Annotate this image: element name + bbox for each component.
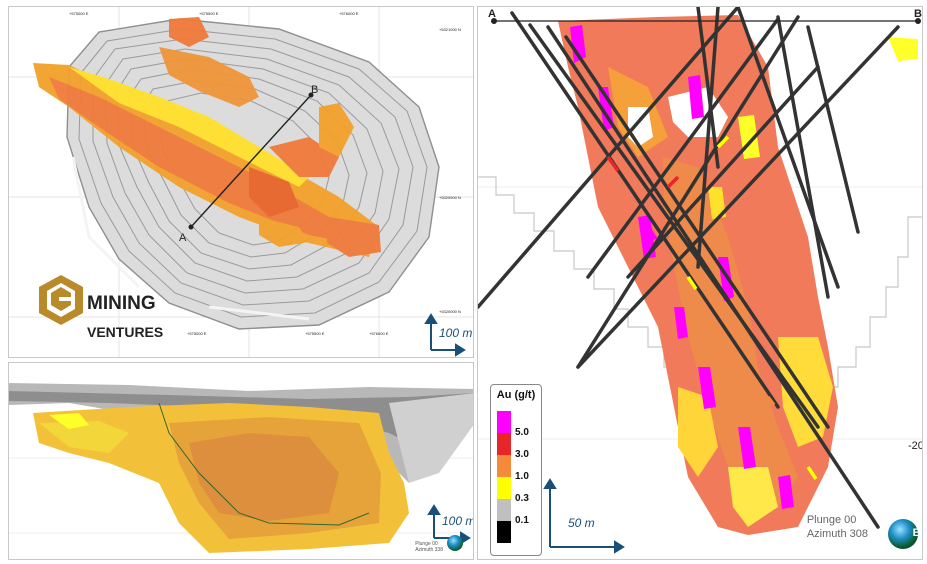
section-line-ab [188, 92, 314, 230]
coord-right-1: +5321000 N [439, 27, 461, 32]
section-azimuth: Azimuth 308 [806, 528, 868, 540]
globe-icon: E [888, 519, 920, 549]
section-scale-arrow [543, 478, 625, 554]
orebody-long [33, 403, 409, 553]
legend-label-3: 3.0 [515, 449, 529, 460]
cross-section-view: A B -20 50 m [478, 7, 923, 554]
legend-swatch-yellow [497, 477, 511, 499]
legend-label-01: 0.1 [515, 515, 529, 526]
section-plunge-caption: Plunge 00 Azimuth 308 [807, 513, 868, 541]
legend-swatch-grey [497, 499, 511, 521]
elevation-tick: -20 [908, 440, 923, 452]
cross-section-panel: A B -20 50 m Au (g/t) 5.0 3.0 1.0 0.3 0.… [477, 6, 923, 560]
logo-line1: MINING [87, 293, 156, 314]
drill-assays [606, 135, 818, 480]
section-plunge: Plunge 00 [806, 514, 857, 526]
globe-letter: E [912, 527, 920, 539]
legend-swatch-magenta [497, 411, 511, 433]
coord-top-3: +576000 E [339, 11, 359, 16]
drill-holes [478, 7, 900, 529]
plan-label-b: B [311, 84, 318, 96]
orebody-plan [33, 17, 381, 257]
section-label-a: A [488, 8, 496, 20]
plan-scale-label: 100 m [439, 326, 472, 340]
long-section-panel: 100 m Plunge 00 Azimuth 338 [8, 362, 474, 560]
long-plunge: Plunge 00 [415, 541, 438, 547]
legend-label-03: 0.3 [515, 493, 529, 504]
coord-right-3: +5320000 N [439, 309, 461, 314]
plan-view-panel: A B +575000 E +575500 E +576000 E +53210… [8, 6, 474, 358]
section-scale-label: 50 m [568, 516, 595, 530]
coord-top-1: +575000 E [69, 11, 89, 16]
north-arrow-icon [424, 313, 466, 357]
globe-icon [447, 535, 463, 551]
long-scale-label: 100 m [442, 514, 474, 528]
grade-legend: Au (g/t) 5.0 3.0 1.0 0.3 0.1 [490, 384, 542, 556]
long-plunge-caption: Plunge 00 Azimuth 338 [415, 541, 443, 553]
logo-line2: VENTURES [87, 324, 163, 340]
section-label-b: B [914, 8, 922, 20]
legend-swatch-black [497, 521, 511, 543]
plan-view-map: A B +575000 E +575500 E +576000 E +53210… [9, 7, 473, 357]
coord-top-2: +575500 E [199, 11, 219, 16]
legend-label-1: 1.0 [515, 471, 529, 482]
long-azimuth: Azimuth 338 [415, 547, 443, 553]
legend-swatch-red [497, 433, 511, 455]
coord-right-2: +5320500 N [439, 195, 461, 200]
orebody-section [558, 15, 918, 535]
legend-title: Au (g/t) [496, 389, 536, 401]
coord-bottom-1: +575000 E [187, 331, 207, 336]
coord-bottom-3: +576000 E [369, 331, 389, 336]
legend-swatch-orange [497, 455, 511, 477]
legend-label-5: 5.0 [515, 427, 529, 438]
coord-bottom-2: +575500 E [305, 331, 325, 336]
long-section-view: 100 m [9, 383, 474, 553]
plan-label-a: A [179, 232, 187, 244]
logo-cube-icon [39, 275, 83, 325]
